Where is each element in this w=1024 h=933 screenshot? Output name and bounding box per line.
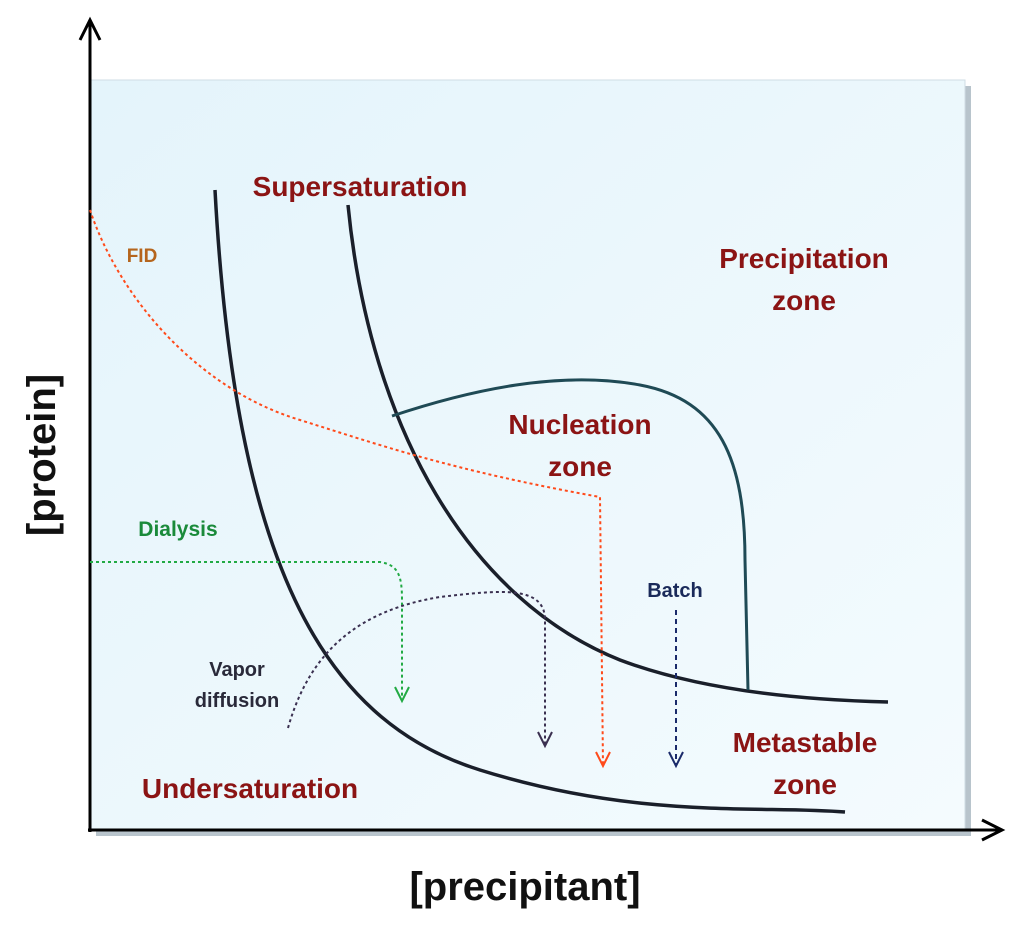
axes [78,16,1006,842]
nucleation-boundary [391,378,750,691]
zone-label: Supersaturation [253,171,468,202]
solubility-curve [213,189,846,814]
method-label: Dialysis [138,518,217,541]
method-label: Batch [647,580,703,602]
y-axis-label: [protein] [20,374,64,536]
method-label: diffusion [195,690,279,712]
panel [89,79,966,831]
method-label: FID [127,246,158,267]
zone-label: zone [773,769,837,800]
zone-label: Nucleation [508,409,651,440]
x-axis-label: [precipitant] [409,865,640,909]
zone-label: zone [772,285,836,316]
zone-label: Precipitation [719,243,889,274]
zone-label: Metastable [733,727,878,758]
method-label: Vapor [209,659,265,681]
zone-label: zone [548,451,612,482]
zone-label: Undersaturation [142,773,358,804]
supersolubility-curve [346,204,889,704]
method-paths [89,209,684,769]
